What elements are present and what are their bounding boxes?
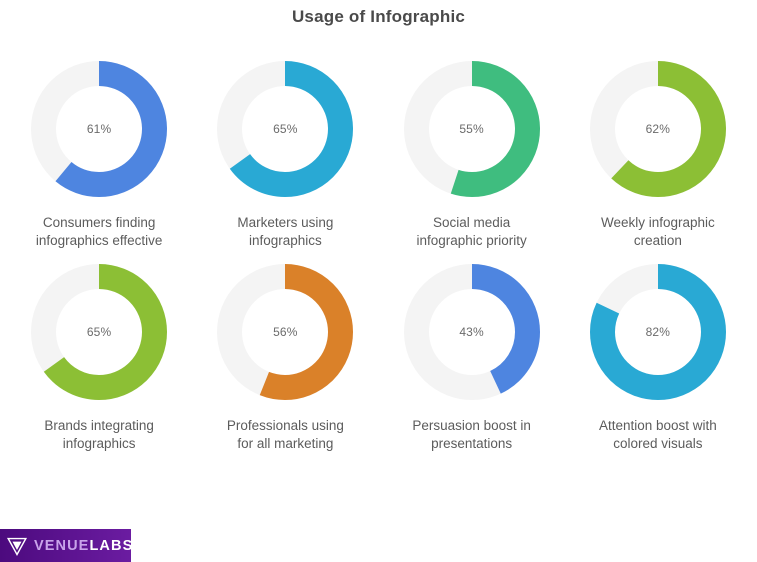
gauge-label: Brands integrating infographics: [44, 417, 154, 453]
donut-chart: 65%: [217, 61, 354, 197]
gauge-label-line-1: Marketers using: [237, 215, 334, 230]
gauge-label-line-1: Attention boost with: [598, 418, 717, 433]
gauge-label: Social media infographic priority: [416, 214, 526, 250]
gauge-label-line-1: Social media: [432, 215, 511, 230]
donut-chart: 56%: [217, 264, 354, 400]
donut-chart: 62%: [589, 61, 726, 197]
donut-value-arc: [31, 61, 168, 197]
donut-value-label: 82%: [645, 325, 671, 339]
donut-ring-svg: [217, 264, 354, 400]
donut-ring-svg: [589, 264, 726, 400]
gauge-label: Weekly infographic creation: [601, 214, 715, 250]
donut-value-label: 43%: [459, 325, 484, 339]
gauge-label-line-1: Weekly infographic: [600, 215, 715, 230]
logo-wordmark: VENUELABS: [34, 538, 133, 554]
donut-value-label: 62%: [645, 122, 671, 136]
gauge-label: Marketers using infographics: [237, 214, 333, 250]
donut-value-arc: [217, 61, 354, 197]
donut-value-arc: [217, 264, 354, 400]
gauge-label-line-2: infographics effective: [35, 233, 163, 248]
donut-value-label: 65%: [86, 325, 112, 339]
donut-value-arc: [31, 264, 168, 400]
gauge-label-line-2: for all marketing: [237, 436, 334, 451]
gauge-label-line-1: Brands integrating: [44, 418, 154, 433]
gauge-label-line-1: Professionals using: [226, 418, 344, 433]
donut-value-label: 55%: [459, 122, 484, 136]
gauge-label-line-2: creation: [633, 233, 682, 248]
donut-chart: 82%: [589, 264, 726, 400]
gauge-label-line-1: Persuasion boost in: [412, 418, 531, 433]
gauge-cell-brands-integrating-infographics: 65% Brands integrating infographics: [6, 264, 192, 453]
donut-ring-svg: [217, 61, 354, 197]
gauge-cell-persuasion-boost-in-presentations: 43% Persuasion boost in presentations: [379, 264, 565, 453]
logo-text-labs: LABS: [89, 537, 134, 554]
donut-ring-svg: [589, 61, 726, 197]
donut-ring-svg: [403, 264, 540, 400]
gauge-label-line-2: colored visuals: [613, 436, 703, 451]
gauge-label-line-2: infographic priority: [416, 233, 527, 248]
gauge-cell-consumers-finding-infographics-effective: 61% Consumers finding infographics effec…: [6, 61, 192, 250]
venuelabs-v-chevron-logo-icon: [6, 537, 28, 556]
gauge-label-line-2: infographics: [248, 233, 322, 248]
gauge-label: Professionals using for all marketing: [227, 417, 344, 453]
gauge-cell-attention-boost-with-colored-visuals: 82% Attention boost with colored visuals: [565, 264, 751, 453]
donut-value-label: 56%: [273, 325, 298, 339]
gauge-cell-weekly-infographic-creation: 62% Weekly infographic creation: [565, 61, 751, 250]
donut-chart: 65%: [31, 264, 168, 400]
donut-value-label: 61%: [86, 122, 112, 136]
donut-chart: 55%: [403, 61, 540, 197]
page-title: Usage of Infographic: [291, 7, 466, 26]
gauge-cell-professionals-using-for-all-marketing: 56% Professionals using for all marketin…: [192, 264, 378, 453]
donut-ring-svg: [31, 61, 168, 197]
gauge-cell-social-media-infographic-priority: 55% Social media infographic priority: [379, 61, 565, 250]
donut-chart: 43%: [403, 264, 540, 400]
gauge-label-line-1: Consumers finding: [42, 215, 156, 230]
gauge-label: Persuasion boost in presentations: [412, 417, 531, 453]
donut-ring-svg: [31, 264, 168, 400]
gauge-cell-marketers-using-infographics: 65% Marketers using infographics: [192, 61, 378, 250]
donut-chart: 61%: [31, 61, 168, 197]
donut-ring-svg: [403, 61, 540, 197]
gauge-label: Consumers finding infographics effective: [36, 214, 163, 250]
donut-gauge-grid: 61% Consumers finding infographics effec…: [0, 28, 757, 453]
gauge-label-line-2: presentations: [431, 436, 513, 451]
venuelabs-logo-watermark: VENUELABS: [0, 529, 133, 562]
gauge-label-line-2: infographics: [62, 436, 136, 451]
logo-text-venue: VENUE: [34, 537, 90, 554]
gauge-label: Attention boost with colored visuals: [599, 417, 717, 453]
donut-value-label: 65%: [273, 122, 298, 136]
